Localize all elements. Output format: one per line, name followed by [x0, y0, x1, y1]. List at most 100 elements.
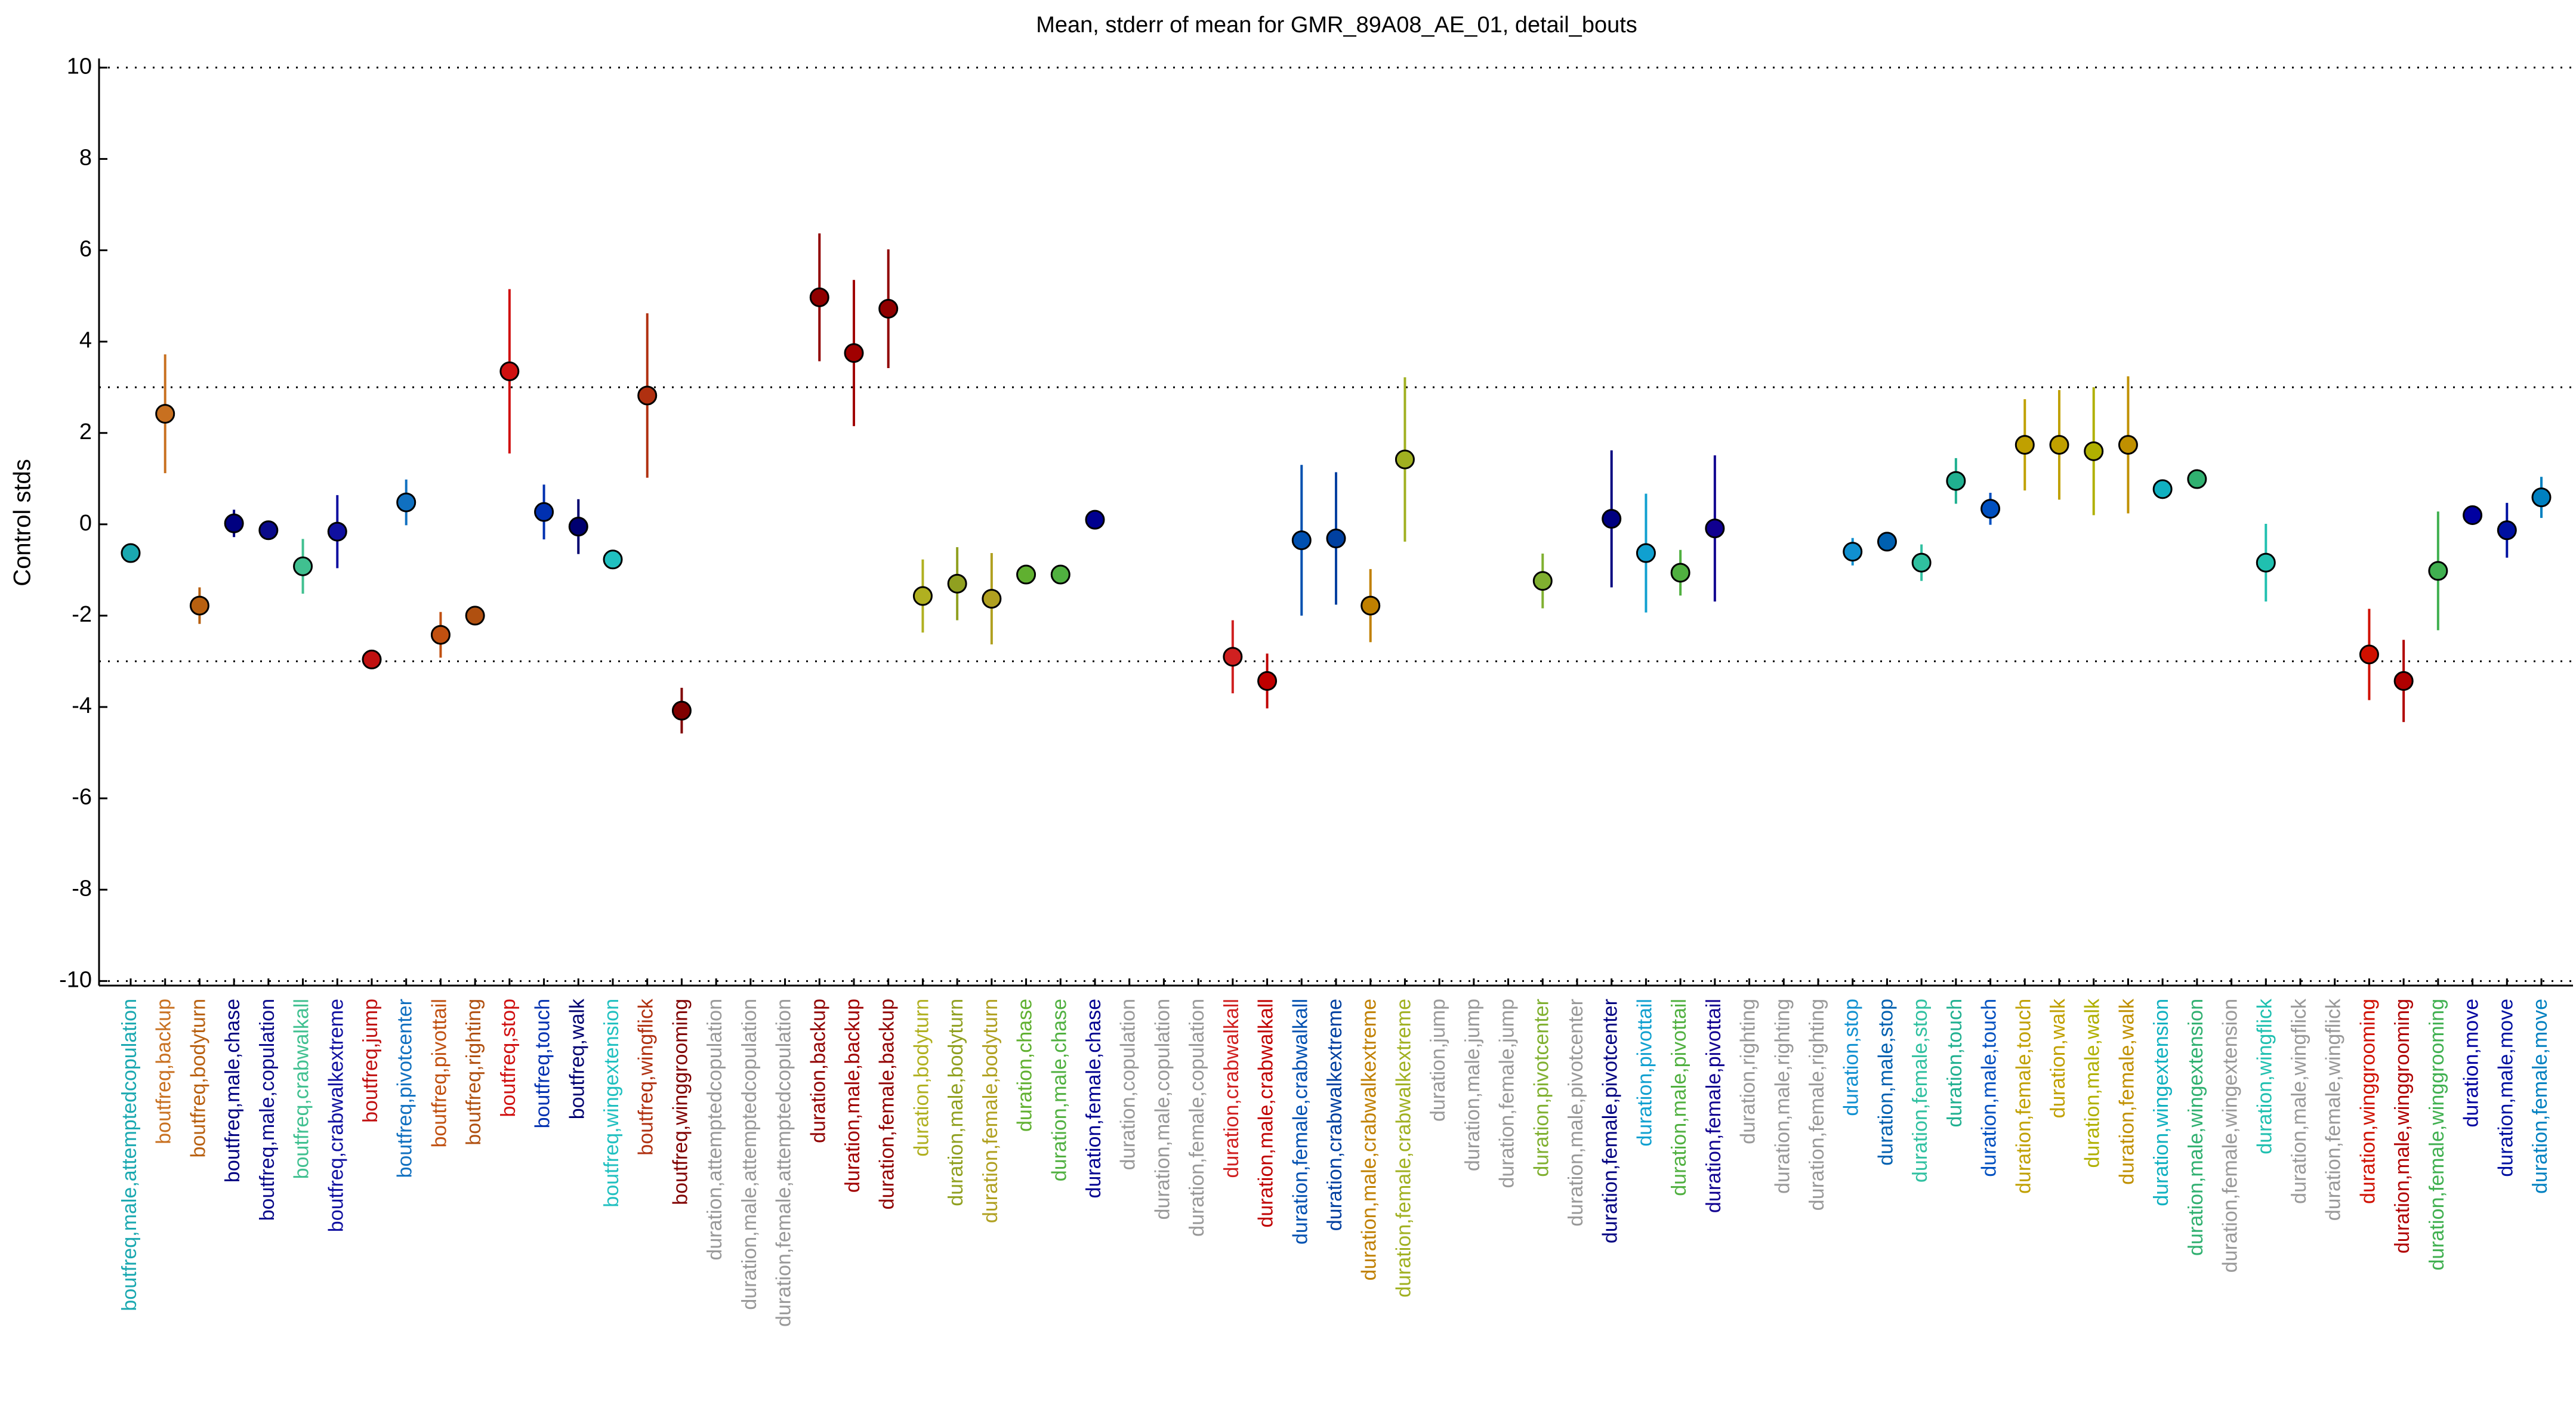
mean-marker	[1291, 530, 1312, 551]
x-tick-label: duration,winggrooming	[2356, 999, 2379, 1204]
x-tick-label: duration,male,touch	[1978, 999, 2001, 1177]
mean-marker	[2014, 435, 2035, 455]
mean-marker	[1085, 509, 1105, 530]
x-tick-label: duration,crabwalkall	[1220, 999, 1243, 1178]
mean-marker	[2187, 469, 2207, 489]
x-tick-label: duration,walk	[2047, 998, 2069, 1118]
x-tick-label: boutfreq,winggrooming	[669, 999, 692, 1205]
mean-marker	[912, 586, 933, 606]
x-tick-label: boutfreq,jump	[359, 999, 382, 1123]
x-tick-label: duration,female,jump	[1496, 999, 1519, 1188]
y-tick-label: -10	[59, 967, 92, 992]
x-tick-label: duration,male,copulation	[1151, 999, 1174, 1219]
mean-marker	[1016, 564, 1036, 585]
mean-marker	[1257, 671, 1278, 691]
y-tick-label: -8	[72, 876, 92, 901]
x-tick-label: duration,pivotcenter	[1530, 999, 1553, 1177]
x-tick-label: boutfreq,righting	[462, 999, 485, 1145]
x-tick-label: duration,male,pivotcenter	[1565, 999, 1587, 1227]
x-tick-label: duration,touch	[1943, 999, 1966, 1128]
mean-marker	[982, 589, 1002, 609]
x-tick-label: duration,male,attemptedcopulation	[738, 999, 761, 1310]
x-tick-label: duration,pivottail	[1633, 999, 1656, 1147]
mean-marker	[1326, 529, 1346, 549]
y-tick-label: -6	[72, 785, 92, 810]
x-tick-label: duration,female,righting	[1806, 999, 1828, 1211]
x-tick-label: boutfreq,crabwalkextreme	[325, 999, 347, 1232]
y-tick-label: 8	[79, 145, 92, 170]
mean-marker	[1670, 563, 1690, 583]
y-tick-label: -4	[72, 693, 92, 718]
x-tick-label: duration,female,move	[2529, 999, 2552, 1194]
mean-marker	[1946, 471, 1966, 491]
x-tick-label: duration,male,bodyturn	[945, 999, 967, 1206]
x-tick-label: duration,female,walk	[2115, 998, 2138, 1185]
mean-marker	[1877, 532, 1897, 552]
x-tick-label: boutfreq,crabwalkall	[291, 999, 313, 1179]
mean-marker	[603, 549, 623, 570]
x-tick-label: duration,female,bodyturn	[979, 999, 1002, 1223]
mean-marker	[534, 502, 554, 522]
x-tick-label: boutfreq,male,chase	[221, 999, 244, 1182]
x-tick-label: boutfreq,backup	[153, 999, 175, 1144]
mean-marker	[1843, 542, 1863, 562]
x-tick-label: duration,male,stop	[1874, 999, 1897, 1166]
mean-marker	[2084, 441, 2104, 461]
x-tick-label: duration,copulation	[1117, 999, 1140, 1170]
x-tick-label: duration,stop	[1840, 999, 1863, 1116]
mean-marker	[2359, 644, 2379, 665]
x-tick-label: boutfreq,wingflick	[635, 998, 658, 1156]
mean-marker	[2152, 479, 2173, 499]
mean-marker	[844, 343, 864, 363]
mean-marker	[362, 649, 382, 669]
y-tick-label: 4	[79, 328, 92, 353]
x-tick-label: duration,female,wingextension	[2219, 999, 2242, 1273]
x-tick-label: duration,male,pivottail	[1668, 999, 1690, 1196]
y-tick-label: 2	[79, 419, 92, 444]
mean-marker	[568, 517, 588, 537]
mean-marker	[2118, 435, 2138, 455]
mean-marker	[258, 520, 279, 541]
mean-marker	[1705, 518, 1725, 539]
x-tick-label: duration,female,crabwalkextreme	[1392, 999, 1415, 1298]
mean-marker	[2393, 671, 2414, 691]
x-tick-label: duration,male,chase	[1048, 999, 1070, 1181]
x-tick-label: duration,male,move	[2494, 999, 2517, 1177]
x-tick-label: duration,move	[2460, 999, 2483, 1127]
chart-title: Mean, stderr of mean for GMR_89A08_AE_01…	[1036, 13, 1637, 38]
mean-marker	[2428, 561, 2448, 581]
mean-marker	[189, 595, 209, 616]
x-tick-label: duration,male,righting	[1771, 999, 1794, 1194]
x-tick-label: duration,backup	[807, 999, 829, 1143]
y-tick-label: -2	[72, 602, 92, 627]
mean-marker	[637, 385, 658, 406]
mean-marker	[809, 287, 829, 307]
x-tick-label: duration,male,crabwalkall	[1255, 999, 1278, 1228]
mean-marker	[1980, 499, 2001, 519]
mean-marker	[671, 700, 692, 721]
mean-marker	[2531, 487, 2552, 508]
mean-marker	[1532, 571, 1553, 591]
mean-marker	[1361, 595, 1381, 616]
x-tick-label: duration,female,attemptedcopulation	[773, 999, 795, 1327]
x-tick-label: duration,attemptedcopulation	[704, 999, 726, 1261]
mean-marker	[327, 521, 347, 542]
y-tick-label: 6	[79, 237, 92, 262]
x-tick-label: duration,male,wingextension	[2185, 999, 2207, 1256]
x-tick-label: duration,female,chase	[1082, 999, 1105, 1199]
mean-marker	[121, 543, 141, 563]
x-tick-label: duration,male,wingflick	[2288, 998, 2310, 1204]
x-tick-label: duration,female,backup	[876, 999, 899, 1209]
mean-marker	[499, 361, 520, 381]
y-tick-label: 0	[79, 511, 92, 536]
x-tick-label: duration,female,touch	[2012, 999, 2035, 1194]
x-tick-label: duration,wingextension	[2150, 999, 2173, 1206]
mean-marker	[2256, 552, 2276, 573]
x-tick-label: duration,female,pivottail	[1702, 999, 1725, 1213]
x-tick-label: duration,wingflick	[2253, 998, 2276, 1154]
x-tick-label: duration,male,backup	[841, 999, 864, 1193]
x-tick-label: duration,righting	[1737, 999, 1760, 1144]
x-tick-label: boutfreq,bodyturn	[187, 999, 209, 1158]
